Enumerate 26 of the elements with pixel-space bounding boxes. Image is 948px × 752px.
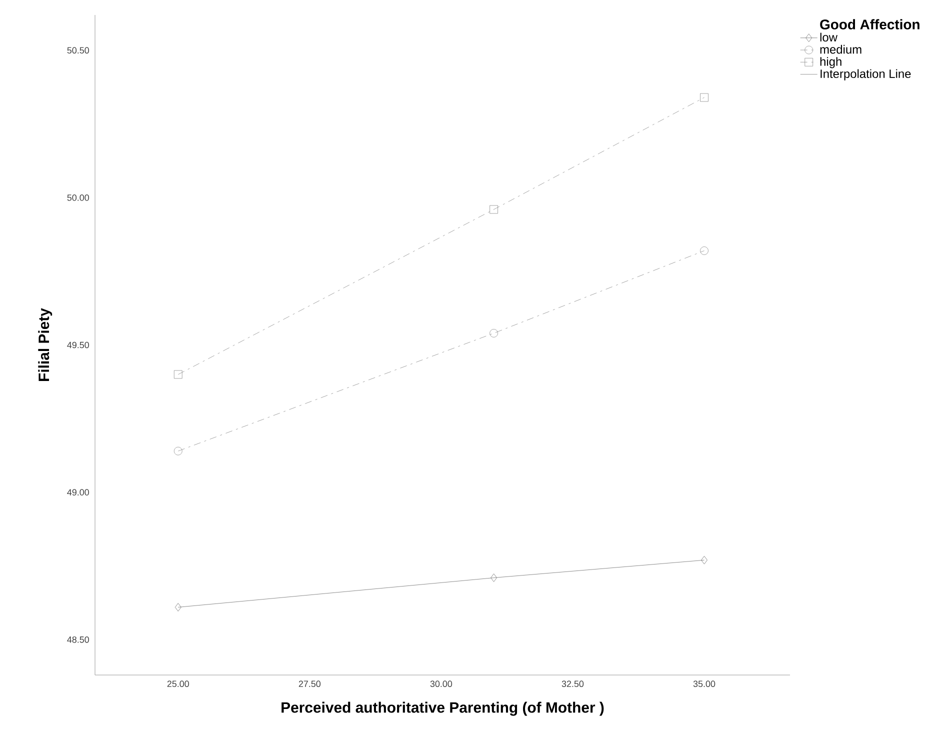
x-tick-label: 27.50 (298, 680, 321, 687)
x-tick-label: 32.50 (562, 680, 584, 687)
point (700, 93, 708, 102)
y-tick-label: 50.00 (67, 194, 90, 201)
legend-label: high (820, 57, 842, 68)
point (701, 556, 708, 564)
x-tick-label: 35.00 (693, 680, 716, 687)
point (490, 574, 497, 582)
x-tick-label: 25.00 (167, 680, 189, 687)
y-axis-title: Filial Piety (38, 308, 52, 381)
y-tick-label: 50.50 (67, 47, 90, 54)
legend-label: medium (820, 44, 862, 54)
point (174, 446, 182, 456)
point (700, 246, 708, 255)
legend-label: low (820, 32, 838, 42)
point (174, 370, 182, 379)
text: Interpolation Line (820, 69, 911, 80)
x-tick-label: 30.00 (430, 680, 452, 687)
y-tick-label: 49.00 (67, 489, 90, 496)
y-tick-label: 49.50 (67, 342, 90, 348)
point (174, 603, 182, 612)
y-tick-label: 48.50 (67, 636, 90, 643)
x-axis-title: Perceived authoritative Parenting (of Mother ) (282, 702, 604, 716)
point (490, 205, 498, 214)
legend-title: Good Affection (820, 19, 920, 30)
point (490, 329, 498, 338)
